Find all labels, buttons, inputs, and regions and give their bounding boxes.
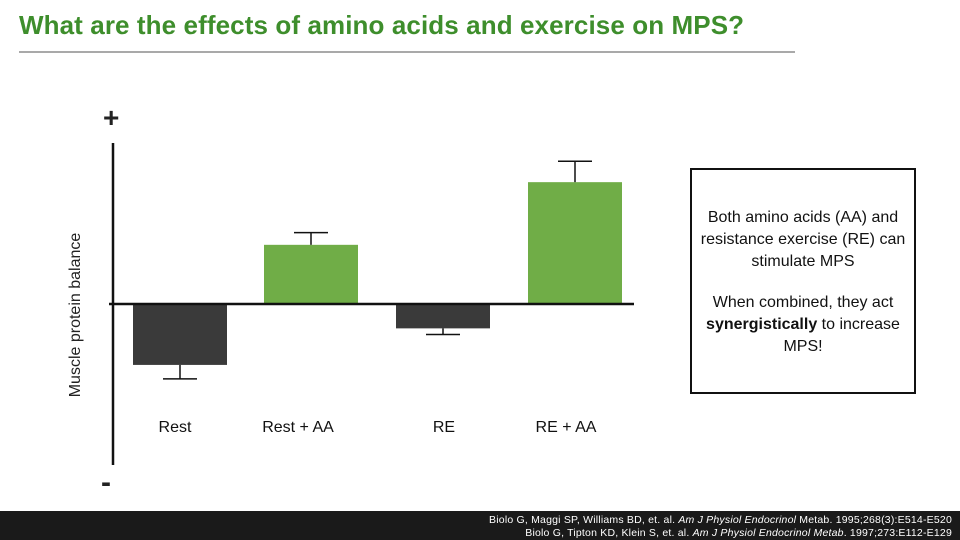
category-labels-layer: Rest Rest + AA RE RE + AA (159, 419, 597, 436)
category-label-3: RE (433, 419, 455, 436)
bar-2 (264, 244, 358, 304)
info-box-text-2-end: to increase MPS! (783, 316, 900, 355)
info-box-bold-word: synergistically (706, 316, 818, 333)
bar-1 (133, 304, 227, 365)
category-label-4: RE + AA (536, 419, 597, 436)
info-box-text-1: Both amino acids (AA) and resistance exe… (700, 209, 906, 270)
bar-3 (396, 304, 490, 329)
reference-2-details: . 1997;273:E112-E129 (843, 527, 952, 539)
bar-4 (528, 182, 622, 304)
info-box-text-2-start: When combined, they act (712, 294, 894, 311)
reference-2: Biolo G, Tipton KD, Klein S, et. al. Am … (525, 527, 952, 539)
reference-2-authors: Biolo G, Tipton KD, Klein S, et. al. (525, 527, 693, 539)
reference-1-details: Metab. 1995;268(3):E514-E520 (796, 514, 952, 526)
bars-layer (133, 160, 622, 380)
page-title: What are the effects of amino acids and … (19, 10, 745, 40)
info-box-text-2: When combined, they act synergistically … (692, 292, 914, 358)
footer-bar: Biolo G, Maggi SP, Williams BD, et. al. … (0, 511, 960, 540)
category-label-2: Rest + AA (262, 419, 334, 436)
y-axis-plus-label: + (103, 102, 120, 133)
reference-1-authors: Biolo G, Maggi SP, Williams BD, et. al. (489, 514, 679, 526)
info-box: Both amino acids (AA) and resistance exe… (690, 168, 916, 394)
y-axis-minus-label: - (101, 466, 111, 499)
axes-layer (109, 143, 634, 465)
category-label-1: Rest (159, 419, 192, 436)
reference-1: Biolo G, Maggi SP, Williams BD, et. al. … (489, 514, 952, 526)
reference-2-journal: Am J Physiol Endocrinol Metab (692, 527, 844, 539)
title-underline (19, 51, 795, 53)
reference-1-journal: Am J Physiol Endocrinol (678, 514, 797, 526)
